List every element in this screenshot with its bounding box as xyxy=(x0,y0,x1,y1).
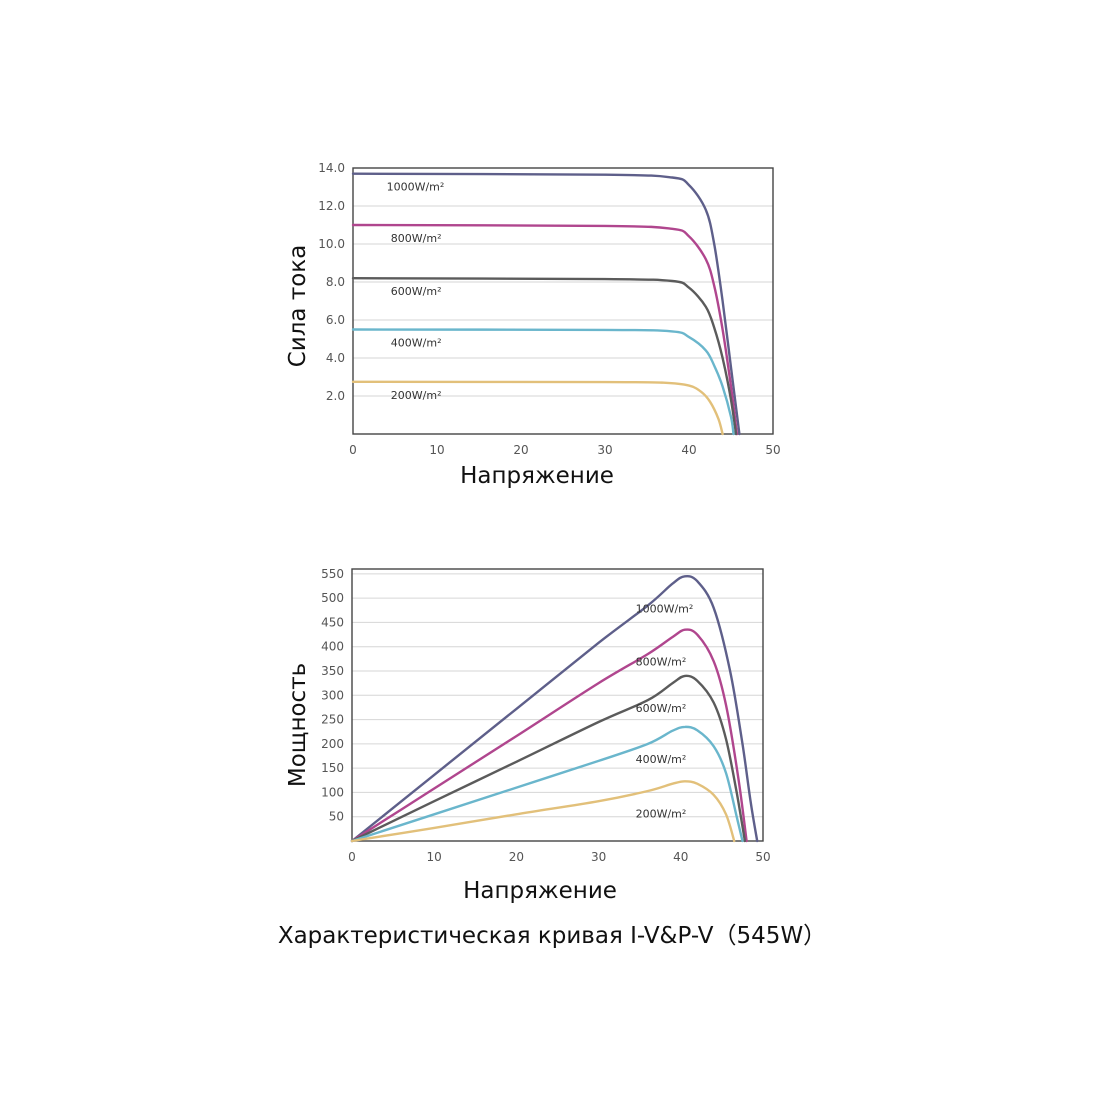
iv-y-tick-label: 10.0 xyxy=(318,237,345,251)
iv-series-label: 800W/m² xyxy=(391,232,442,245)
pv-x-tick-label: 40 xyxy=(673,850,688,864)
iv-series-line-3 xyxy=(351,328,735,436)
iv-x-tick-label: 40 xyxy=(681,443,696,457)
pv-series-label: 800W/m² xyxy=(636,656,687,669)
iv-series-label: 200W/m² xyxy=(391,389,442,402)
pv-series-line-3 xyxy=(350,725,744,843)
iv-series-label: 400W/m² xyxy=(391,337,442,350)
iv-y-tick-label: 8.0 xyxy=(326,275,345,289)
pv-x-tick-label: 30 xyxy=(591,850,606,864)
pv-x-tick-label: 20 xyxy=(509,850,524,864)
pv-x-axis-title: Напряжение xyxy=(463,878,617,904)
pv-y-tick-label: 550 xyxy=(321,567,344,581)
iv-chart: 2.0 4.0 6.0 8.0 10.0 12.0 14.0 0 10 20 30 40 50 1000W… xyxy=(318,161,780,457)
pv-chart: 50 100 150 200 250 300 350 400 450 500 550 0 10 20 30 4… xyxy=(321,567,771,864)
pv-y-axis-title: Мощность xyxy=(285,663,311,787)
iv-y-tick-label: 6.0 xyxy=(326,313,345,327)
pv-y-tick-label: 350 xyxy=(321,664,344,678)
iv-series-label: 600W/m² xyxy=(391,285,442,298)
iv-series-line-4 xyxy=(351,380,724,436)
iv-y-tick-label: 2.0 xyxy=(326,389,345,403)
pv-x-tick-label: 50 xyxy=(755,850,770,864)
pv-y-tick-label: 250 xyxy=(321,713,344,727)
pv-series-line-1 xyxy=(350,628,748,843)
pv-x-tick-label: 0 xyxy=(348,850,356,864)
iv-y-axis-title: Сила тока xyxy=(285,245,311,368)
iv-x-tick-label: 20 xyxy=(513,443,528,457)
pv-y-tick-label: 200 xyxy=(321,737,344,751)
pv-x-tick-label: 10 xyxy=(427,850,442,864)
pv-y-tick-label: 500 xyxy=(321,591,344,605)
iv-x-axis-title: Напряжение xyxy=(460,463,614,489)
iv-x-tick-label: 30 xyxy=(597,443,612,457)
iv-series-label: 1000W/m² xyxy=(387,181,445,194)
pv-series-label: 600W/m² xyxy=(636,702,687,715)
pv-y-tick-label: 50 xyxy=(329,810,344,824)
figure-caption: Характеристическая кривая I-V&P-V（545W） xyxy=(278,923,826,949)
pv-y-tick-label: 100 xyxy=(321,785,344,799)
iv-x-tick-label: 50 xyxy=(765,443,780,457)
iv-series-line-2 xyxy=(351,277,738,436)
iv-plot-frame xyxy=(352,167,774,435)
pv-series-line-0 xyxy=(350,574,759,843)
pv-series-label: 400W/m² xyxy=(636,753,687,766)
iv-series-line-0 xyxy=(351,172,741,436)
iv-y-tick-label: 14.0 xyxy=(318,161,345,175)
pv-series-label: 1000W/m² xyxy=(636,602,694,615)
pv-plot-frame xyxy=(351,568,764,842)
pv-series-line-4 xyxy=(350,780,736,843)
pv-y-tick-label: 450 xyxy=(321,615,344,629)
iv-x-tick-label: 0 xyxy=(349,443,357,457)
iv-series-line-1 xyxy=(351,223,739,436)
iv-y-tick-label: 12.0 xyxy=(318,199,345,213)
pv-series-label: 200W/m² xyxy=(636,807,687,820)
pv-y-tick-label: 300 xyxy=(321,688,344,702)
pv-series-line-2 xyxy=(350,674,747,843)
pv-y-tick-label: 400 xyxy=(321,640,344,654)
pv-y-tick-label: 150 xyxy=(321,761,344,775)
iv-y-tick-label: 4.0 xyxy=(326,351,345,365)
iv-x-tick-label: 10 xyxy=(429,443,444,457)
